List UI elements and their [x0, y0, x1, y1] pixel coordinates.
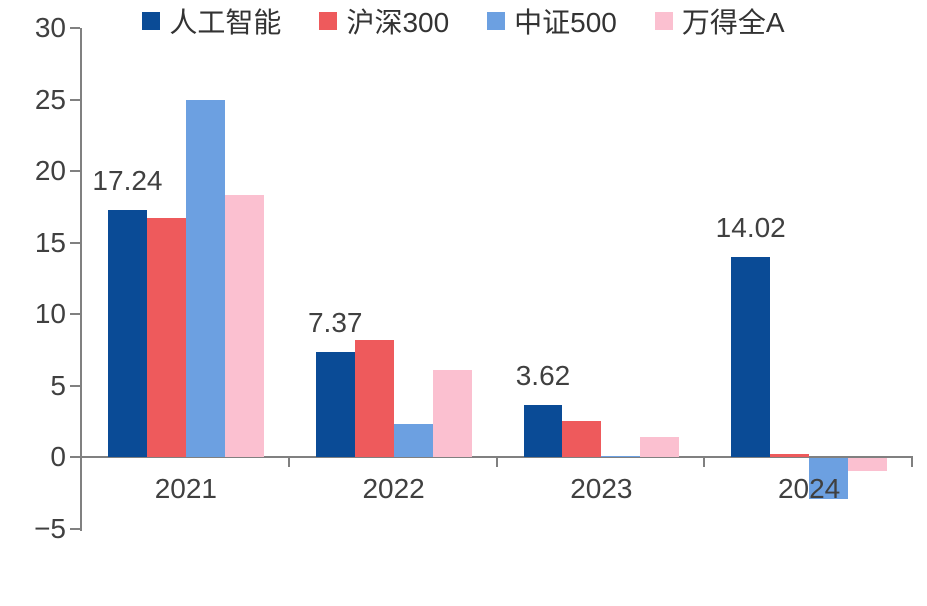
data-label: 7.37	[307, 306, 363, 338]
bar-中证500-2023	[601, 456, 641, 458]
data-label: 14.02	[715, 211, 786, 243]
legend-label: 沪深300	[346, 7, 450, 38]
y-axis-tick	[70, 170, 80, 172]
y-axis-tick	[70, 527, 80, 530]
bar-中证500-2022	[393, 424, 433, 457]
x-axis-tick	[911, 457, 913, 467]
x-axis-category-label: 2021	[154, 473, 218, 504]
legend-item-人工智能: 人工智能	[142, 1, 281, 41]
legend-label: 万得全A	[681, 7, 785, 38]
x-axis-tick	[287, 457, 290, 467]
legend-item-万得全A: 万得全A	[654, 1, 785, 41]
y-axis-tick-label: 30	[34, 12, 66, 43]
y-axis-tick-label: −5	[34, 512, 66, 544]
y-axis-tick-label: 0	[50, 441, 66, 472]
y-axis-tick-label: 25	[34, 83, 66, 115]
y-axis-tick	[70, 313, 80, 315]
x-axis-category-label: 2024	[777, 473, 841, 504]
data-label: 3.62	[515, 360, 571, 392]
y-axis-tick-label: 15	[34, 226, 66, 258]
legend: 人工智能 沪深300 中证500 万得全A	[0, 0, 927, 42]
legend-item-沪深300: 沪深300	[319, 1, 449, 41]
bar-万得全A-2021	[224, 195, 264, 457]
y-axis-line	[80, 28, 82, 531]
bar-人工智能-2022	[315, 351, 355, 457]
legend-swatch-icon	[142, 12, 161, 30]
legend-swatch-icon	[654, 12, 673, 30]
bar-中证500-2021	[185, 99, 225, 457]
legend-label: 中证500	[514, 7, 617, 38]
bar-万得全A-2022	[432, 369, 472, 457]
bar-万得全A-2024	[848, 458, 887, 471]
legend-swatch-icon	[487, 12, 506, 30]
x-axis-tick	[495, 457, 498, 467]
y-axis-tick-label: 10	[34, 298, 66, 329]
x-axis-category-label: 2023	[570, 473, 633, 504]
bar-沪深300-2022	[354, 339, 394, 457]
bar-人工智能-2021	[108, 210, 147, 457]
bar-中证500-2024	[809, 458, 849, 500]
legend-swatch-icon	[319, 12, 338, 30]
legend-item-中证500: 中证500	[487, 1, 617, 41]
x-axis-tick	[703, 457, 706, 467]
bar-沪深300-2021	[146, 218, 186, 457]
bar-万得全A-2023	[640, 436, 680, 457]
y-axis-tick	[70, 241, 80, 244]
bar-人工智能-2023	[523, 405, 563, 457]
y-axis-tick-label: 20	[34, 155, 66, 186]
y-axis-tick	[70, 27, 80, 29]
bar-人工智能-2024	[731, 256, 771, 457]
y-axis-tick	[70, 98, 80, 101]
legend-label: 人工智能	[169, 7, 282, 38]
y-axis-tick-label: 5	[50, 369, 66, 401]
bar-沪深300-2023	[562, 421, 602, 457]
x-axis-category-label: 2022	[362, 473, 425, 504]
bar-沪深300-2024	[770, 454, 810, 457]
y-axis-tick	[70, 456, 80, 458]
y-axis-tick	[70, 384, 80, 387]
data-label: 17.24	[92, 165, 163, 197]
